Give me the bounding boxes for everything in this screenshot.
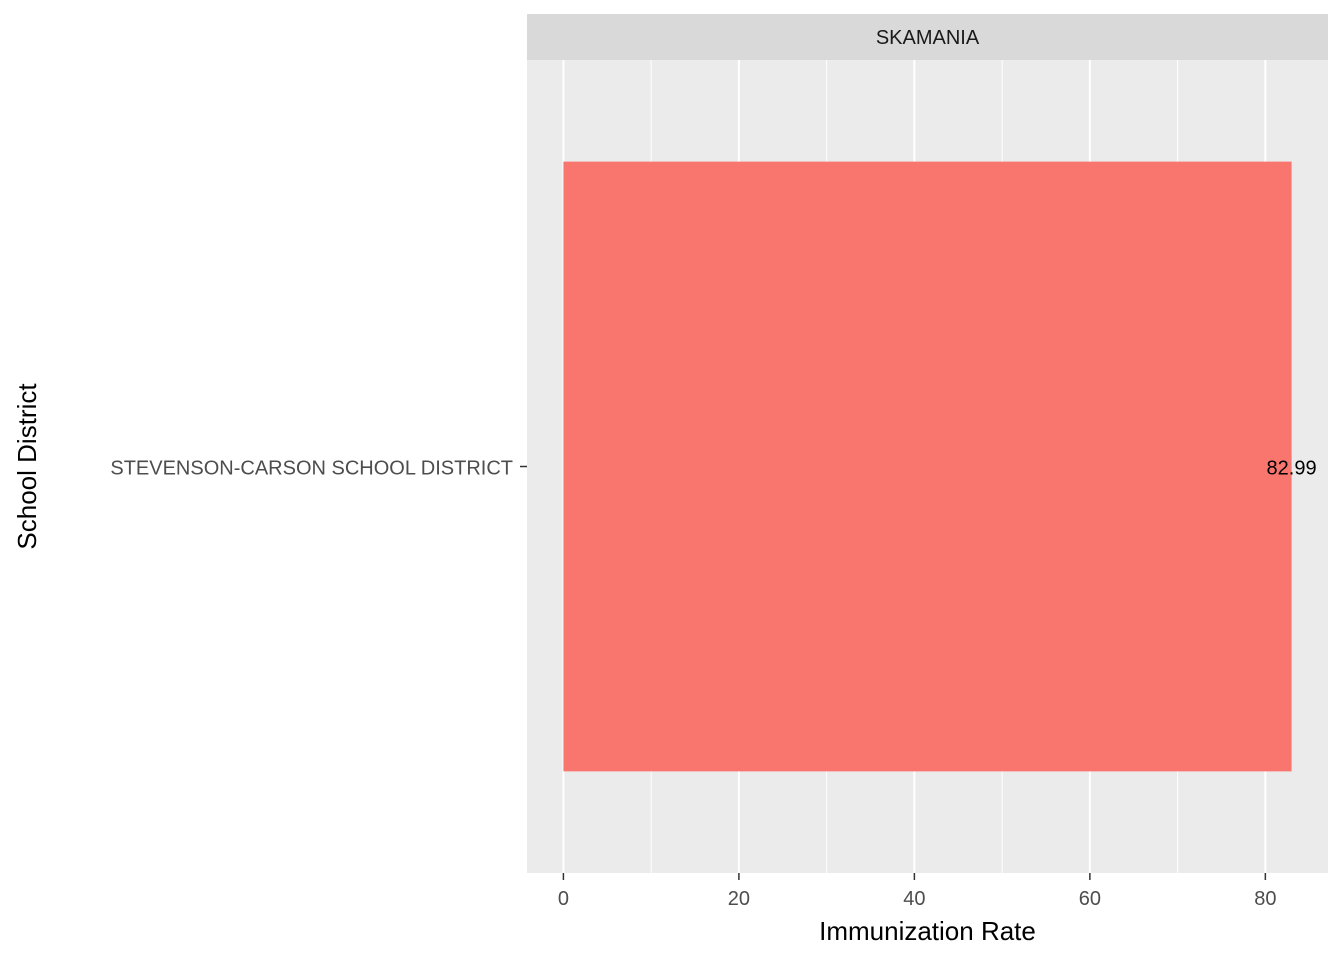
x-tick-label: 60 [1079,888,1101,910]
bar-value-label: 82.99 [1267,458,1317,480]
x-axis-title: Immunization Rate [819,916,1036,946]
x-tick-label: 20 [728,888,750,910]
facet-label: SKAMANIA [876,27,980,49]
x-axis: 0 20 40 60 80 [558,873,1276,910]
y-tick-label: STEVENSON-CARSON SCHOOL DISTRICT [110,458,513,480]
bar [563,161,1292,772]
x-tick-label: 0 [558,888,569,910]
facet-strip [527,14,1328,60]
y-axis: STEVENSON-CARSON SCHOOL DISTRICT [110,458,527,480]
x-tick-label: 80 [1254,888,1276,910]
bar-value-labels: 82.99 [1267,458,1317,480]
bars [563,161,1292,772]
x-tick-label: 40 [903,888,925,910]
y-axis-title: School District [12,383,42,550]
